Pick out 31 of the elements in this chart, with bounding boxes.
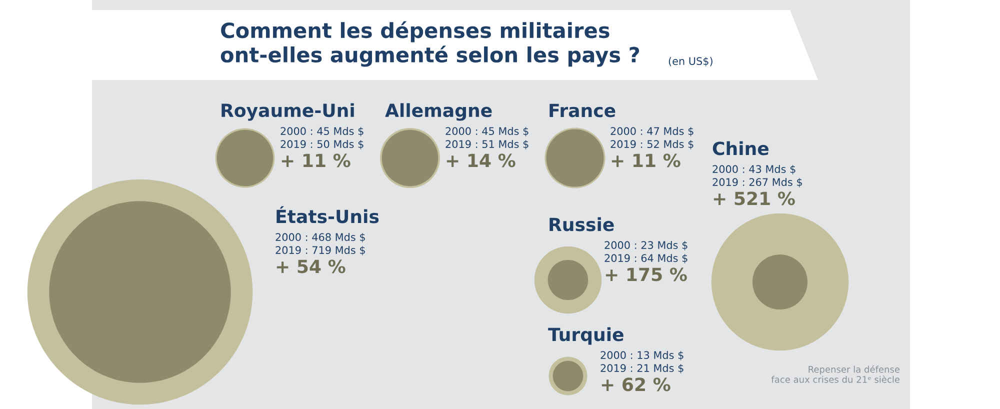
data-label: 2000 : 47 Mds $ (610, 126, 694, 136)
data-label: 2019 : 719 Mds $ (276, 246, 365, 256)
category-label: États-Unis (276, 206, 379, 224)
category-label: Turquie (548, 327, 624, 345)
text: Repenser la défense face aux crises du 21ᵉ siècle (771, 365, 900, 383)
data-label: + 62 % (602, 378, 670, 392)
data-label: + 175 % (606, 268, 687, 282)
text: Comment les dépenses militaires ont-elles augmenté selon les pays ? (220, 21, 640, 67)
data-label: 2019 : 50 Mds $ (280, 140, 364, 150)
data-label: 2019 : 52 Mds $ (610, 140, 694, 150)
data-label: 2000 : 45 Mds $ (446, 126, 528, 136)
data-label: + 54 % (276, 260, 346, 274)
data-label: 2000 : 23 Mds $ (604, 240, 688, 250)
data-label: 2000 : 13 Mds $ (600, 350, 684, 360)
data-label: 2019 : 64 Mds $ (604, 254, 688, 264)
category-label: Royaume-Uni (222, 103, 354, 121)
data-label: + 14 % (446, 154, 516, 168)
category-label: France (550, 104, 616, 118)
data-label: + 11 % (612, 154, 680, 168)
data-label: 2000 : 43 Mds $ (712, 164, 796, 174)
text: (en US$) (668, 56, 712, 66)
data-label: 2019 : 267 Mds $ (712, 178, 802, 188)
category-label: Russie (550, 217, 614, 232)
data-label: 2000 : 468 Mds $ (276, 232, 365, 242)
category-label: Allemagne (385, 103, 492, 121)
data-label: + 11 % (282, 154, 350, 168)
data-label: 2019 : 51 Mds $ (446, 140, 528, 150)
data-label: 2019 : 21 Mds $ (600, 364, 684, 374)
category-label: Chine (712, 141, 769, 156)
data-label: + 521 % (714, 192, 795, 206)
data-label: 2000 : 45 Mds $ (280, 126, 364, 136)
